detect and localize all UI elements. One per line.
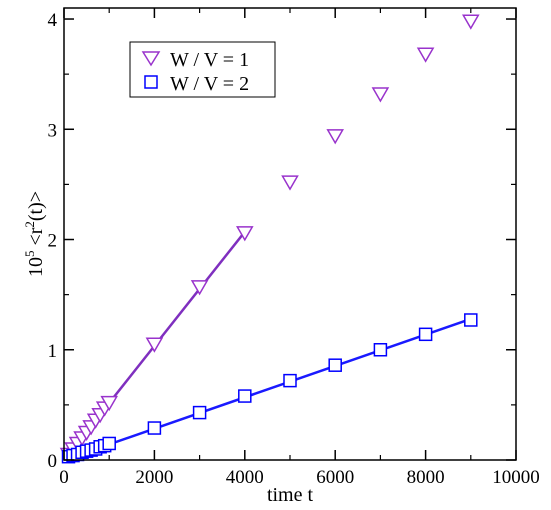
- y-axis-label: 105 <r2(t)>: [22, 191, 47, 277]
- fit-line-series-2: [63, 317, 472, 462]
- x-tick-label: 8000: [407, 467, 445, 488]
- data-point-triangle: [145, 337, 164, 353]
- legend-marker-triangle: [141, 51, 161, 67]
- x-tick-label: 0: [59, 467, 69, 488]
- y-axis-label-exponent: 2: [22, 221, 37, 228]
- y-tick-label: 0: [48, 451, 58, 472]
- legend-label-series-2: W / V = 2: [170, 73, 249, 95]
- data-point-square: [283, 373, 297, 388]
- y-axis-ticks: 0 1 2 3 4: [48, 10, 516, 472]
- data-point-triangle: [100, 395, 118, 412]
- data-point-square: [464, 313, 478, 327]
- data-point-triangle: [190, 280, 209, 296]
- x-tick-label: 2000: [135, 467, 173, 488]
- data-point-square: [147, 421, 162, 435]
- x-tick-label: 6000: [316, 467, 354, 488]
- y-axis-label-prefix-exponent: 5: [22, 251, 37, 258]
- x-tick-label: 4000: [226, 467, 264, 488]
- legend-label-series-1: W / V = 1: [170, 49, 249, 71]
- data-point-triangle: [416, 47, 435, 63]
- y-axis-label-close: (t)>: [25, 191, 47, 221]
- data-point-triangle: [236, 226, 254, 242]
- data-point-square: [192, 405, 207, 420]
- y-axis-label-open: <r: [25, 227, 47, 245]
- y-tick-label: 1: [48, 341, 58, 362]
- x-axis-label: time t: [267, 484, 314, 506]
- data-point-square: [373, 343, 388, 357]
- y-axis-label-prefix: 10: [25, 257, 47, 277]
- data-point-square: [102, 436, 116, 451]
- data-point-triangle: [281, 175, 299, 191]
- y-tick-label: 3: [48, 120, 58, 141]
- x-axis-ticks: 0 2000 4000 6000 8000 10000: [59, 8, 540, 488]
- legend-marker-square: [144, 75, 158, 89]
- y-tick-label: 2: [48, 231, 58, 252]
- data-point-square: [238, 389, 252, 403]
- y-tick-label: 4: [48, 10, 58, 31]
- data-point-square: [328, 358, 342, 372]
- data-point-square: [418, 327, 433, 342]
- legend: W / V = 1 W / V = 2: [129, 41, 276, 98]
- x-tick-label: 10000: [492, 467, 540, 488]
- data-marks: [59, 14, 480, 464]
- data-point-triangle: [326, 129, 344, 145]
- data-point-triangle: [371, 87, 390, 103]
- data-point-triangle: [462, 14, 480, 30]
